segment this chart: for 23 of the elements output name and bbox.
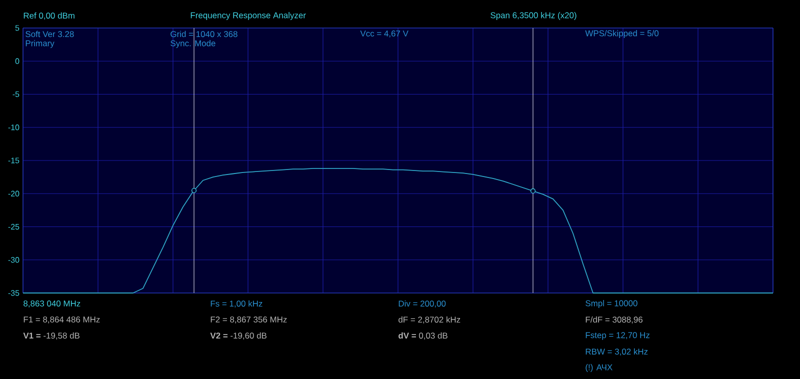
text: F/dF = 3088,96 (586, 316, 642, 324)
text: Fstep = 12,70 Hz (586, 332, 650, 340)
text: Div = 200,00 (398, 300, 446, 308)
annotation: Sync. Mode (170, 40, 216, 48)
text: (!) АЧХ (586, 364, 612, 372)
annotation: WPS/Skipped = 5/0 (585, 30, 659, 38)
text: V2 = -19,60 dB (210, 332, 266, 340)
text: Fs = 1,00 kHz (210, 300, 262, 308)
annotation: Primary (26, 40, 54, 48)
text: RBW = 3,02 kHz (586, 348, 648, 356)
annotation: Vcc = 4,67 V (360, 30, 408, 38)
text: Smpl = 10000 (586, 300, 638, 308)
text: dV = 0,03 dB (398, 332, 448, 340)
text: dF = 2,8702 kHz (398, 316, 460, 324)
annotation: Soft Ver 3.28 (26, 30, 74, 38)
text: Span 6,3500 kHz (x20) (490, 12, 576, 20)
text: 8,863 040 MHz (24, 300, 80, 308)
text: F1 = 8,864 486 MHz (24, 316, 100, 324)
chart-title: Frequency Response Analyzer (190, 12, 306, 20)
text: F2 = 8,867 356 MHz (210, 316, 287, 324)
text: Ref 0,00 dBm (24, 12, 74, 20)
text: V1 = -19,58 dB (23, 332, 80, 340)
annotation: Grid = 1040 x 368 (170, 30, 238, 38)
